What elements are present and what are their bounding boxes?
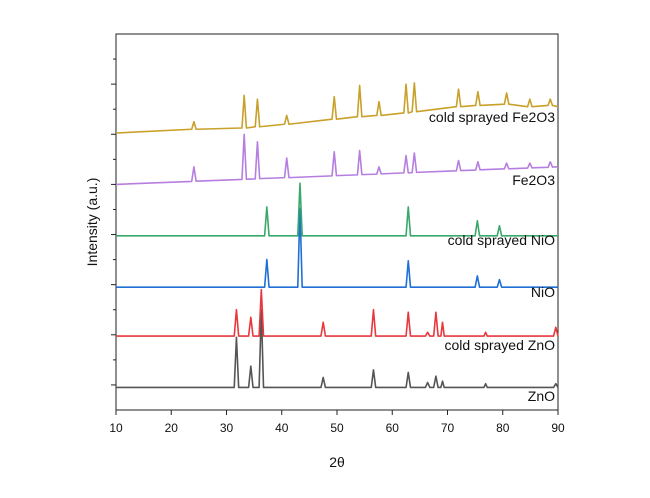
y-axis-label: Intensity (a.u.) [84, 178, 100, 267]
x-tick-label: 40 [275, 421, 289, 435]
x-tick-label: 50 [330, 421, 344, 435]
series-label: cold sprayed NiO [448, 232, 555, 248]
x-tick-label: 90 [551, 421, 565, 435]
series-label: ZnO [528, 388, 555, 404]
series-line [116, 308, 559, 389]
x-tick-label: 30 [220, 421, 234, 435]
x-tick-label: 20 [165, 421, 179, 435]
x-axis-label: 2θ [329, 454, 345, 470]
plot-frame [115, 33, 559, 411]
x-tick-label: 60 [386, 421, 400, 435]
series-line [116, 288, 559, 337]
series-label: NiO [531, 284, 555, 300]
x-tick-label: 70 [441, 421, 455, 435]
series-line [115, 82, 559, 134]
series-label: cold sprayed Fe2O3 [429, 109, 555, 125]
series-line [116, 207, 558, 288]
series-label: Fe2O3 [512, 172, 555, 188]
x-tick-label: 80 [496, 421, 510, 435]
series-line [115, 133, 559, 186]
series-label: cold sprayed ZnO [445, 337, 556, 353]
series-line [116, 182, 558, 237]
x-tick-label: 10 [109, 421, 123, 435]
